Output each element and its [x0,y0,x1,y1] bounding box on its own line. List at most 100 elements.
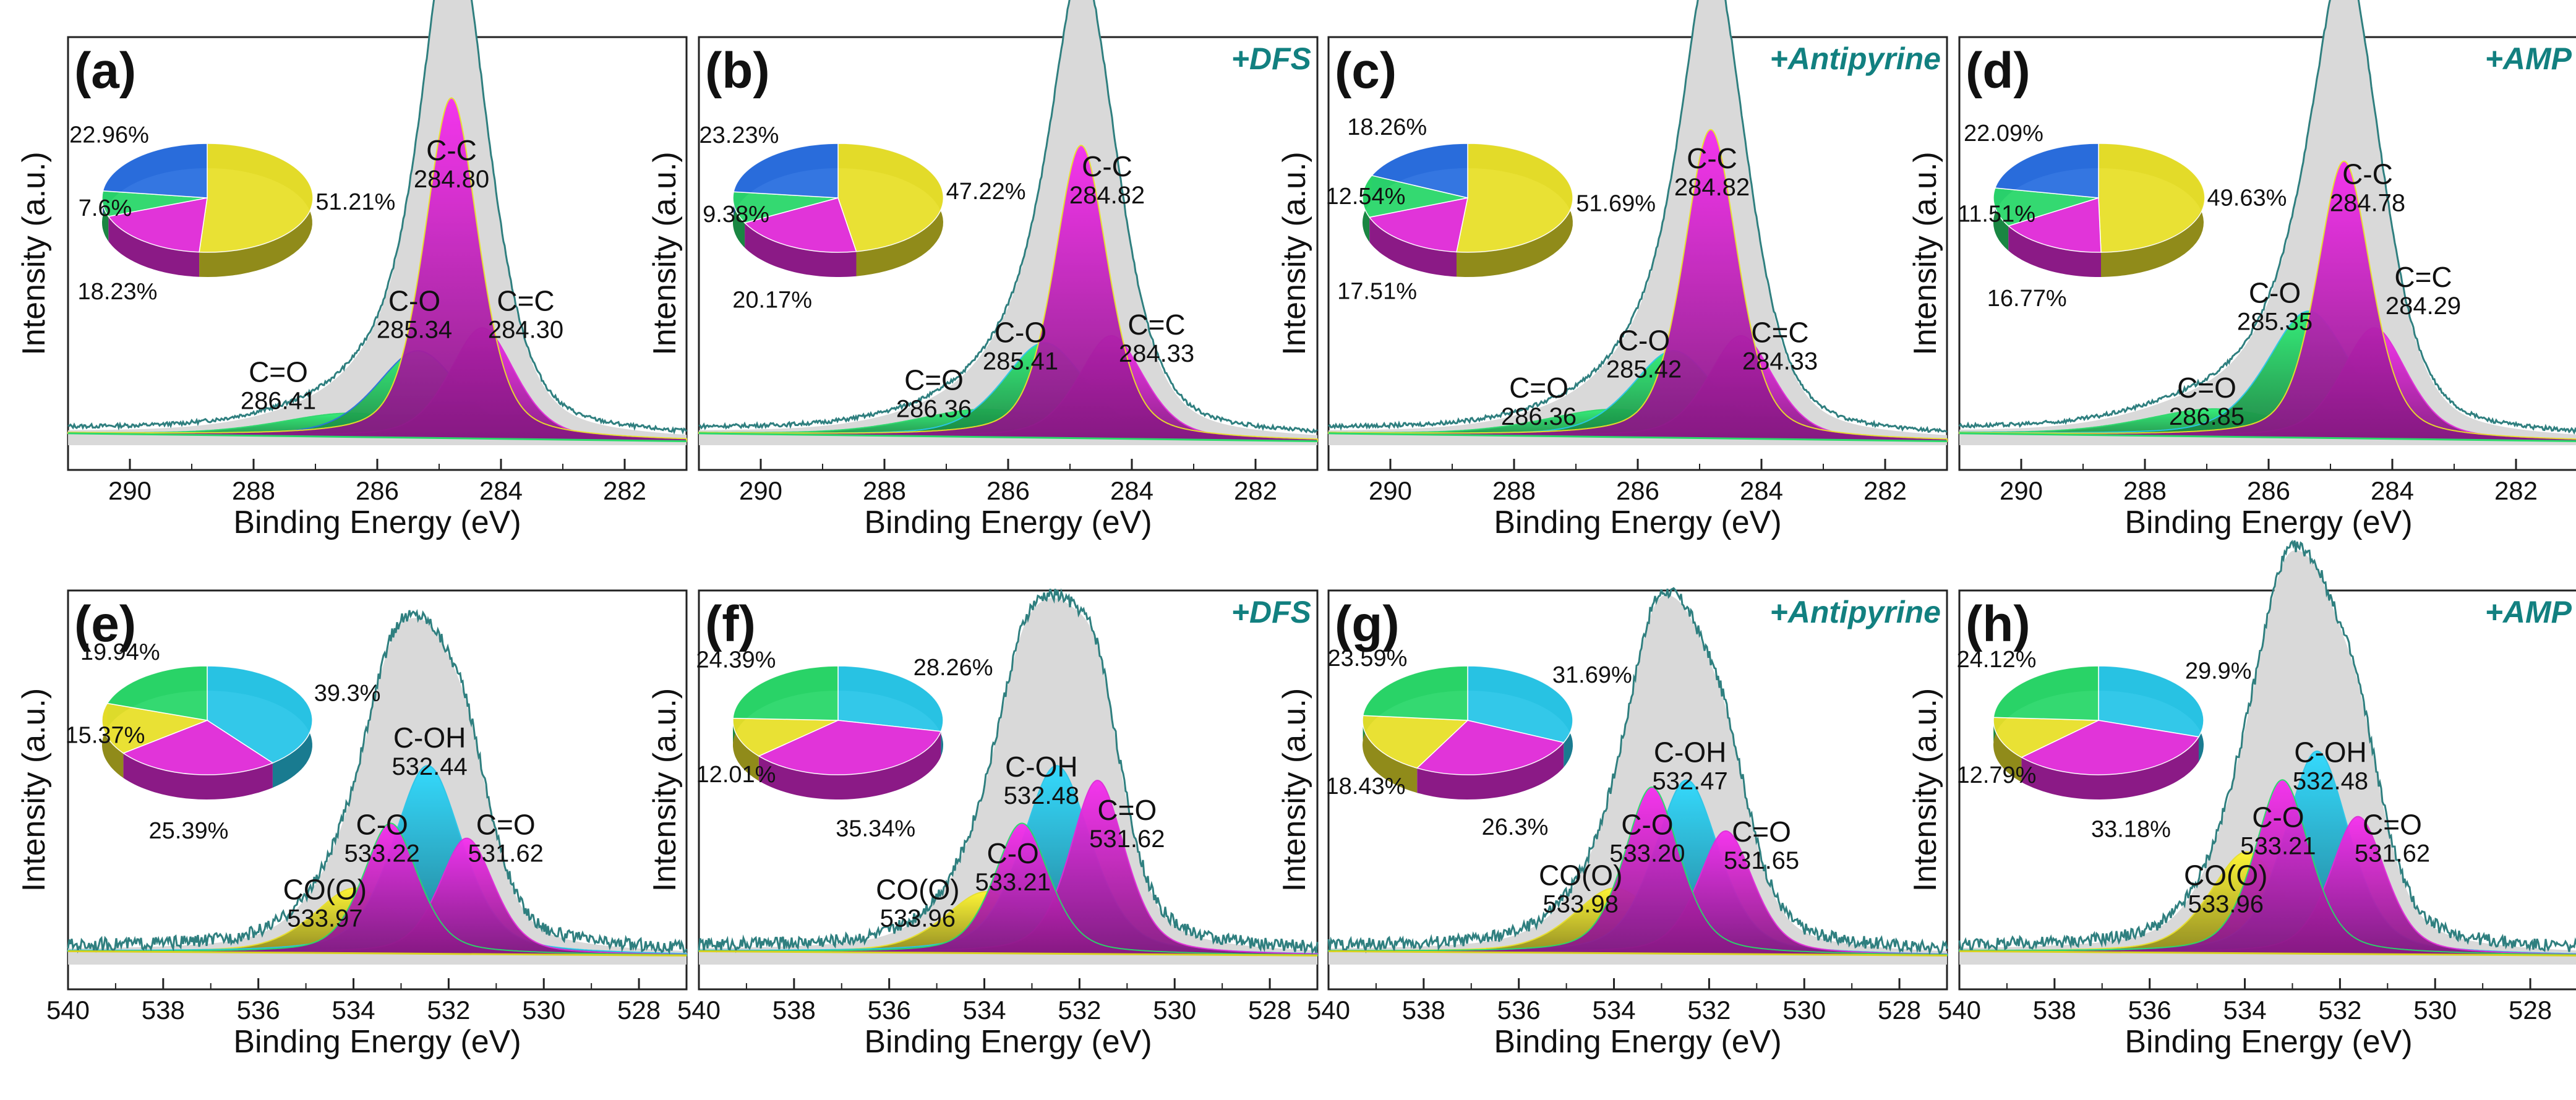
pie-slice [837,665,944,732]
y-axis-label: Intensity (a.u.) [16,151,52,355]
background-line [67,432,687,443]
panel-label: (e) [74,596,136,652]
pie-percent-label: 12.01% [696,762,776,788]
x-tick-label: 534 [2223,996,2266,1025]
raw-spectrum-line [1958,540,2576,952]
pie-percent-label: 7.6% [79,195,132,221]
peak-energy-label: 286.36 [1501,403,1577,430]
peak-name-label: C-O [995,317,1046,349]
peak-energy-label: 284.80 [414,166,489,193]
pie-chart: 31.69% 26.3% 18.43% 23.59% [1326,646,1632,840]
pie-slice [102,143,208,198]
raw-spectrum-line [698,0,1318,433]
peak-energy-label: 533.97 [287,905,362,932]
peak-name-label: C=O [2363,808,2422,840]
pie-percent-label: 23.59% [1328,646,1408,672]
x-tick-label: 286 [986,476,1030,505]
peak-name-label: CO(O) [1539,859,1622,891]
pie-slice-side [1363,715,1418,793]
treatment-label: +AMP [2485,595,2572,629]
x-tick-label: 528 [1878,996,1921,1025]
pie-slice [1362,665,1468,721]
y-axis-label: Intensity (a.u.) [1277,688,1312,892]
pie-percent-label: 11.51% [1958,202,2035,228]
pie-percent-label: 16.77% [1987,286,2067,312]
x-tick-label: 284 [2371,476,2414,505]
y-axis-label: Intensity (a.u.) [1907,151,1943,355]
pie-percent-label: 20.17% [732,288,812,313]
pie-percent-label: 35.34% [836,816,915,842]
pie-percent-label: 28.26% [914,655,993,681]
pie-slice-side [745,223,857,277]
y-axis-label: Intensity (a.u.) [16,688,52,892]
peak-name-label: C=O [1732,816,1791,848]
x-tick-label: 536 [868,996,911,1025]
x-tick-label: 538 [1402,996,1445,1025]
peak-energy-label: 533.96 [880,905,956,932]
pie-percent-label: 39.3% [314,680,381,706]
peak-energy-label: 285.34 [377,316,452,343]
x-tick-label: 528 [617,996,661,1025]
x-tick-label: 288 [863,476,906,505]
pie-slice-side [2008,226,2101,277]
peak-energy-label: 531.62 [1089,825,1165,853]
pie-percent-label: 9.38% [703,202,769,228]
envelope-fill [68,0,687,445]
pie-slice [2020,720,2200,775]
pie-slice [122,720,274,775]
peak-name-label: C=O [2177,372,2236,404]
pie-slice [108,197,208,253]
envelope-fill [699,598,1317,965]
peak-energy-label: 533.22 [344,840,420,867]
pie-slice [732,665,839,721]
background-line [1959,950,2576,957]
peak-energy-label: 532.48 [1004,782,1079,809]
panel-label: (d) [1966,43,2030,99]
pie-slice [1467,665,1573,743]
peak-energy-label: 284.30 [488,316,563,343]
x-tick-label: 532 [2318,996,2361,1025]
pie-slice [2098,143,2206,253]
peak-energy-label: 284.33 [1119,340,1194,367]
background-line [67,950,687,957]
x-tick-label: 540 [46,996,90,1025]
x-tick-label: 530 [1782,996,1826,1025]
pie-slice-side [733,718,759,781]
peak-name-label: C-O [2249,277,2301,309]
x-axis-label: Binding Energy (eV) [1494,505,1781,540]
envelope-fill [68,618,687,965]
panel-label: (h) [1966,596,2030,652]
x-axis-label: Binding Energy (eV) [233,505,521,540]
peak-energy-label: 284.82 [1069,182,1145,209]
x-tick-label: 530 [2413,996,2457,1025]
panel-label: (b) [705,43,770,99]
peak-name-label: C-O [2252,801,2304,834]
background-line [1959,432,2576,443]
envelope-fill [1959,550,2576,965]
peak-energy-label: 533.20 [1609,840,1685,867]
peak-energy-label: 285.41 [983,348,1058,375]
x-tick-label: 290 [739,476,782,505]
y-axis-label: Intensity (a.u.) [1907,688,1943,892]
pie-slice-side [123,753,273,799]
x-axis-label: Binding Energy (eV) [864,505,1152,540]
x-tick-label: 286 [1616,476,1659,505]
peak-name-label: C=O [1509,372,1568,404]
envelope-fill [1959,0,2576,445]
pie-slice-side [1993,188,2009,251]
pie-slice [1362,715,1469,769]
peak-name-label: CO(O) [876,874,959,906]
x-tick-label: 282 [603,476,646,505]
pie-slice-side [2021,736,2199,799]
y-axis-label: Intensity (a.u.) [647,688,683,892]
pie-slice [732,717,839,757]
pie-percent-label: 51.21% [315,189,395,215]
pie-slice [101,702,209,754]
x-axis-label: Binding Energy (eV) [1494,1024,1781,1060]
pie-percent-label: 23.23% [700,122,779,148]
x-tick-label: 538 [2033,996,2076,1025]
